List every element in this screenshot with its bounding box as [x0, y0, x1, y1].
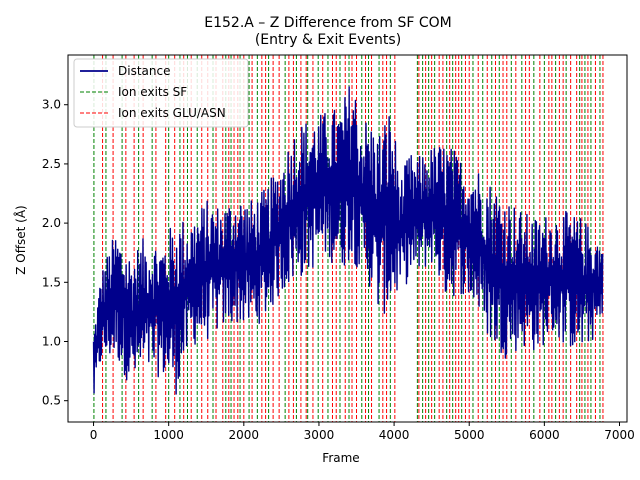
y-tick-label: 3.0 — [42, 98, 61, 112]
x-tick-label: 2000 — [229, 428, 260, 442]
distance-series-layer — [92, 86, 604, 395]
x-tick-label: 0 — [90, 428, 98, 442]
y-axis-ticks: 0.5 1.0 1.5 2.0 2.5 3.0 — [42, 98, 68, 408]
chart-title: E152.A – Z Difference from SF COM — [204, 15, 451, 31]
x-tick-label: 7000 — [604, 428, 635, 442]
distance-series-line — [92, 86, 604, 395]
y-tick-label: 2.5 — [42, 157, 61, 171]
y-tick-label: 1.0 — [42, 334, 61, 348]
legend-box — [73, 58, 249, 128]
y-tick-label: 2.0 — [42, 216, 61, 230]
legend-label-glu-exit: Ion exits GLU/ASN — [118, 106, 226, 120]
legend: Distance Ion exits SF Ion exits GLU/ASN — [73, 58, 249, 128]
x-tick-label: 6000 — [529, 428, 560, 442]
plot-area-frame — [67, 54, 628, 423]
x-axis-title: Frame — [322, 451, 359, 465]
x-tick-label: 3000 — [304, 428, 335, 442]
chart-subtitle: (Entry & Exit Events) — [255, 32, 401, 48]
y-tick-label: 1.5 — [42, 275, 61, 289]
legend-label-sf-exit: Ion exits SF — [118, 85, 187, 99]
x-axis-ticks: 0 1000 2000 3000 4000 5000 6000 7000 — [90, 422, 635, 442]
legend-label-distance: Distance — [118, 64, 170, 78]
x-tick-label: 1000 — [153, 428, 184, 442]
x-tick-label: 4000 — [379, 428, 410, 442]
x-tick-label: 5000 — [454, 428, 485, 442]
y-axis-title: Z Offset (Å) — [13, 205, 28, 274]
y-tick-label: 0.5 — [42, 394, 61, 408]
